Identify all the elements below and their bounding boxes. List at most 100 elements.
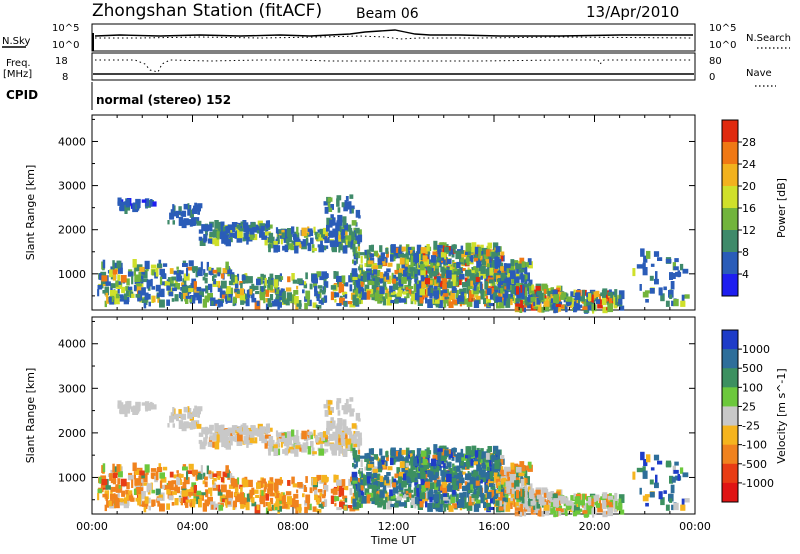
- echo-cell: [497, 249, 500, 258]
- echo-cell: [123, 293, 128, 300]
- echo-cell: [330, 417, 334, 423]
- echo-cell: [521, 470, 526, 474]
- echo-cell: [480, 290, 484, 300]
- echo-cell: [430, 262, 434, 268]
- echo-cell: [246, 442, 249, 448]
- echo-cell: [437, 248, 442, 254]
- echo-cell: [136, 402, 141, 411]
- echo-cell: [162, 263, 168, 267]
- echo-cell: [290, 246, 295, 251]
- echo-cell: [669, 475, 674, 484]
- echo-cell: [109, 473, 113, 481]
- echo-cell: [379, 245, 383, 253]
- echo-cell: [433, 444, 438, 454]
- echo-cell: [251, 501, 257, 507]
- echo-cell: [533, 493, 537, 502]
- echo-cell: [422, 251, 426, 257]
- echo-cell: [225, 261, 229, 270]
- echo-cell: [302, 493, 305, 498]
- echo-cell: [292, 483, 297, 488]
- echo-cell: [485, 298, 492, 304]
- echo-cell: [388, 291, 391, 298]
- echo-cell: [205, 489, 209, 498]
- echo-cell: [525, 262, 529, 267]
- echo-cell: [376, 490, 380, 496]
- echo-cell: [173, 211, 177, 217]
- echo-cell: [353, 464, 357, 469]
- echo-cell: [342, 495, 348, 499]
- echo-cell: [405, 462, 410, 468]
- x-tick-label: 08:00: [277, 520, 309, 533]
- echo-cell: [382, 500, 386, 504]
- echo-cell: [131, 479, 134, 488]
- echo-cell: [362, 274, 367, 282]
- echo-cell: [286, 443, 290, 449]
- echo-cell: [127, 286, 133, 290]
- echo-cell: [286, 431, 291, 441]
- echo-cell: [225, 225, 228, 232]
- echo-cell: [396, 457, 401, 462]
- echo-cell: [418, 495, 423, 505]
- echo-cell: [453, 271, 460, 275]
- echo-cell: [316, 271, 322, 278]
- echo-cell: [390, 496, 396, 501]
- echo-cell: [114, 499, 120, 509]
- echo-cell: [212, 269, 218, 274]
- echo-cell: [323, 434, 328, 444]
- echo-cell: [100, 280, 104, 289]
- echo-cell: [133, 267, 136, 276]
- echo-cell: [434, 467, 440, 477]
- echo-cell: [189, 296, 193, 303]
- echo-cell: [169, 487, 176, 491]
- echo-cell: [441, 481, 448, 490]
- colorbar-segment: [722, 406, 738, 427]
- echo-cell: [248, 225, 255, 233]
- echo-cell: [295, 445, 301, 449]
- echo-cell: [481, 258, 487, 263]
- y-tick-label: 3000: [58, 382, 86, 395]
- echo-cell: [407, 450, 412, 455]
- echo-cell: [353, 443, 358, 448]
- echo-cell: [569, 507, 573, 513]
- echo-cell: [191, 488, 196, 494]
- echo-cell: [642, 291, 649, 298]
- echo-cell: [236, 237, 243, 243]
- echo-cell: [353, 485, 356, 495]
- echo-cell: [607, 495, 614, 500]
- echo-cell: [125, 494, 129, 500]
- echo-cell: [193, 493, 198, 502]
- echo-cell: [467, 489, 473, 493]
- echo-cell: [336, 220, 341, 226]
- echo-cell: [428, 270, 433, 279]
- echo-cell: [619, 305, 625, 311]
- echo-cell: [583, 502, 587, 511]
- echo-cell: [447, 485, 453, 492]
- echo-cell: [240, 221, 245, 226]
- echo-cell: [462, 491, 467, 499]
- echo-cell: [237, 230, 243, 239]
- echo-cell: [294, 448, 299, 457]
- echo-cell: [252, 437, 258, 444]
- echo-cell: [434, 499, 437, 507]
- echo-cell: [137, 294, 141, 302]
- echo-cell: [440, 461, 445, 465]
- echo-cell: [443, 300, 447, 308]
- echo-cell: [401, 466, 408, 475]
- echo-cell: [486, 492, 492, 499]
- echo-cell: [460, 245, 464, 253]
- echo-cell: [123, 297, 129, 305]
- echo-cell: [318, 300, 323, 304]
- echo-cell: [132, 406, 139, 415]
- echo-cell: [181, 286, 187, 293]
- echo-cell: [430, 458, 437, 467]
- echo-cell: [466, 279, 471, 287]
- echo-cell: [498, 459, 504, 465]
- echo-cell: [199, 291, 203, 295]
- echo-cell: [489, 498, 493, 504]
- echo-cell: [256, 433, 260, 437]
- echo-cell: [157, 467, 163, 472]
- echo-cell: [565, 510, 568, 517]
- echo-cell: [187, 406, 190, 413]
- echo-cell: [225, 293, 231, 301]
- echo-cell: [268, 238, 272, 242]
